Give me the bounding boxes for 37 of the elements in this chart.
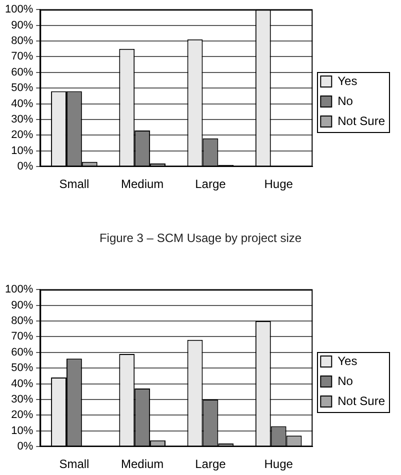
legend-label: Yes	[338, 74, 358, 88]
y-tick-label: 10%	[11, 424, 34, 437]
x-tick-label: Large	[195, 457, 226, 472]
y-tick-label: 0%	[17, 160, 34, 173]
x-tick-label: Medium	[120, 457, 164, 472]
y-tick-label: 30%	[11, 394, 34, 406]
legend-label: No	[338, 374, 354, 388]
y-tick-label: 100%	[4, 4, 34, 16]
x-tick-label: Huge	[264, 457, 294, 472]
y-tick-label: 80%	[11, 315, 34, 328]
legend-label: Yes	[338, 354, 358, 368]
y-tick-label: 40%	[11, 98, 34, 110]
x-tick-label: Large	[195, 177, 226, 192]
y-tick-label: 50%	[11, 82, 34, 94]
legend-label: Not Sure	[338, 394, 386, 408]
y-tick-label: 10%	[11, 144, 34, 157]
y-tick-label: 70%	[11, 330, 34, 343]
x-tick-label: Small	[59, 457, 90, 472]
y-tick-label: 50%	[11, 362, 34, 374]
y-tick-label: 100%	[4, 284, 34, 296]
y-tick-label: 40%	[11, 378, 34, 390]
y-tick-label: 80%	[11, 35, 34, 48]
y-tick-label: 70%	[11, 50, 34, 63]
x-tick-label: Huge	[264, 177, 294, 192]
legend-label: No	[338, 94, 354, 108]
y-tick-label: 60%	[11, 66, 34, 78]
y-tick-label: 30%	[11, 114, 34, 126]
caption: Figure 3 – SCM Usage by project size	[99, 230, 302, 244]
legend-label: Not Sure	[338, 114, 386, 128]
y-tick-label: 20%	[11, 129, 34, 142]
x-tick-label: Small	[59, 177, 90, 192]
y-tick-label: 90%	[11, 299, 34, 312]
y-tick-label: 60%	[11, 346, 34, 358]
x-tick-label: Medium	[120, 177, 164, 192]
y-tick-label: 90%	[11, 19, 34, 32]
y-tick-label: 20%	[11, 409, 34, 422]
y-tick-label: 0%	[17, 440, 34, 453]
